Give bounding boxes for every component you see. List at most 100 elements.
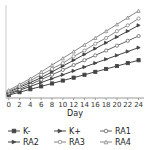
series-point (83, 65, 86, 68)
series-point (126, 30, 129, 33)
series-point (61, 62, 64, 65)
series-point (94, 47, 97, 50)
x-tick (95, 98, 96, 100)
series-point (115, 30, 118, 33)
series-point (115, 64, 118, 67)
x-tick (19, 98, 20, 100)
series-point (94, 62, 97, 65)
series-line (9, 60, 139, 95)
x-tick (138, 98, 139, 100)
series-line (9, 36, 139, 93)
series-point (40, 85, 43, 88)
series-point (61, 68, 64, 71)
x-tick (8, 98, 9, 100)
series-line (9, 48, 139, 95)
x-tick (41, 98, 42, 100)
series-point (72, 59, 75, 62)
series-point (61, 73, 64, 76)
legend-label: RA4 (115, 138, 131, 147)
series-point (126, 24, 129, 27)
series-point (72, 63, 75, 66)
x-tick-label: 20 (112, 101, 121, 109)
series-point (115, 23, 118, 26)
x-tick-label: 16 (91, 101, 100, 109)
x-tick-label: 18 (102, 101, 111, 109)
series-point (40, 70, 43, 73)
series-point (61, 57, 64, 60)
series-point (94, 54, 97, 57)
legend-marker (12, 140, 16, 144)
x-tick-label: 14 (80, 101, 89, 109)
x-tick-label: 8 (50, 101, 54, 109)
series-point (137, 34, 140, 37)
series-point (50, 82, 53, 85)
series-point (105, 67, 108, 70)
legend-marker (58, 129, 62, 133)
series-line (9, 11, 139, 90)
x-tick (116, 98, 117, 100)
series-point (61, 79, 64, 82)
x-tick-label: 0 (6, 101, 10, 109)
x-tick (84, 98, 85, 100)
series-point (7, 89, 10, 92)
series-point (94, 70, 97, 73)
series-point (115, 44, 118, 47)
series-point (83, 49, 86, 52)
series-point (83, 59, 86, 62)
series-point (83, 43, 86, 46)
series-point (50, 77, 53, 80)
series-point (94, 36, 97, 39)
series-point (115, 54, 118, 57)
series-point (137, 59, 140, 62)
series-point (50, 63, 53, 66)
series-point (105, 41, 108, 44)
x-tick-label: 10 (58, 101, 67, 109)
series-point (50, 67, 53, 70)
x-tick-label: 6 (39, 101, 44, 109)
series-point (83, 53, 86, 56)
x-tick-label: 12 (69, 101, 78, 109)
series-point (137, 9, 140, 12)
series-point (115, 35, 118, 38)
legend-label: K- (23, 127, 30, 136)
plot-area (7, 9, 140, 96)
x-axis-label: Day (67, 109, 83, 118)
legend-label: RA2 (23, 138, 39, 147)
series-point (126, 50, 129, 53)
series-point (18, 83, 21, 86)
x-tick (62, 98, 63, 100)
series-point (94, 42, 97, 45)
series-point (105, 30, 108, 33)
series-point (137, 46, 140, 49)
legend-marker (12, 129, 16, 133)
x-tick-label: 22 (123, 101, 132, 109)
series-point (72, 76, 75, 79)
legend-label: K+ (69, 127, 81, 136)
x-axis (6, 98, 144, 99)
x-tick (73, 98, 74, 100)
series-point (126, 16, 129, 19)
legend-label: RA1 (115, 127, 131, 136)
y-axis (6, 5, 7, 98)
series-point (126, 62, 129, 65)
series-point (7, 90, 10, 93)
legend-label: RA3 (69, 138, 85, 147)
series-point (72, 55, 75, 58)
series-point (126, 39, 129, 42)
series-point (137, 24, 140, 27)
x-tick (30, 98, 31, 100)
series-point (72, 69, 75, 72)
series-point (105, 49, 108, 52)
series-point (83, 73, 86, 76)
x-tick-label: 2 (17, 101, 21, 109)
series-point (105, 58, 108, 61)
series-point (29, 77, 32, 80)
x-tick (127, 98, 128, 100)
legend: K- K+ RA1 RA2 RA3 RA4 (8, 127, 131, 147)
legend-marker (58, 140, 62, 144)
x-tick-label: 24 (134, 101, 143, 109)
x-tick-label: 4 (28, 101, 33, 109)
series-point (105, 36, 108, 39)
legend-marker (104, 129, 108, 133)
x-tick (52, 98, 53, 100)
